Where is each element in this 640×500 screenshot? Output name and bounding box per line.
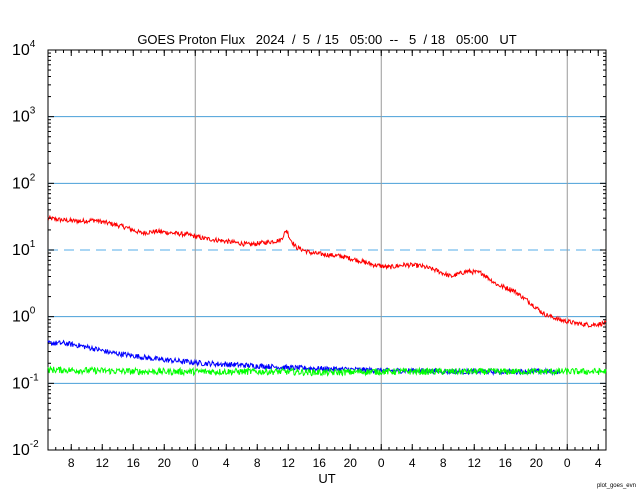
x-tick-label-10: 0 — [378, 456, 385, 470]
y-tick-base: 10 — [12, 309, 30, 326]
x-axis: 8 12 16 20 0 4 8 12 16 20 0 4 8 12 16 20 0 4 — [55, 50, 602, 470]
x-tick-label-2: 16 — [127, 456, 141, 470]
x-tick-label-17: 4 — [595, 456, 602, 470]
y-tick-exponent: 1 — [30, 239, 36, 250]
y-tick-label-5: 10-1 — [12, 372, 39, 392]
x-tick-label-9: 20 — [344, 456, 358, 470]
x-tick-label-15: 20 — [530, 456, 544, 470]
x-tick-label-7: 12 — [282, 456, 296, 470]
chart-title: GOES Proton Flux 2024 / 5 / 15 05:00 -- … — [137, 32, 516, 47]
y-tick-base: 10 — [12, 109, 30, 126]
x-tick-label-16: 0 — [564, 456, 571, 470]
x-tick-label-3: 20 — [158, 456, 172, 470]
x-tick-label-8: 16 — [313, 456, 327, 470]
y-tick-base: 10 — [12, 442, 30, 459]
y-tick-label-0: 104 — [12, 39, 36, 59]
y-tick-base: 10 — [12, 375, 30, 392]
y-tick-label-1: 103 — [12, 106, 36, 126]
y-tick-label-2: 102 — [12, 172, 36, 192]
y-tick-base: 10 — [12, 242, 30, 259]
y-tick-base: 10 — [12, 175, 30, 192]
y-tick-exponent: 2 — [30, 172, 36, 183]
x-tick-label-12: 8 — [440, 456, 447, 470]
x-axis-label: UT — [318, 471, 335, 486]
x-tick-label-0: 8 — [68, 456, 75, 470]
y-tick-label-4: 100 — [12, 306, 36, 326]
x-tick-label-11: 4 — [409, 456, 416, 470]
y-tick-label-3: 101 — [12, 239, 36, 259]
series-2-line — [47, 365, 607, 377]
y-tick-base: 10 — [12, 42, 30, 59]
y-tick-label-6: 10-2 — [12, 439, 39, 459]
y-tick-exponent: 4 — [30, 39, 36, 50]
y-tick-exponent: 0 — [30, 306, 36, 317]
x-tick-label-13: 12 — [468, 456, 482, 470]
x-tick-label-4: 0 — [192, 456, 199, 470]
x-tick-label-14: 16 — [499, 456, 513, 470]
x-tick-label-1: 12 — [96, 456, 110, 470]
y-tick-exponent: -2 — [30, 439, 39, 450]
y-tick-exponent: -1 — [30, 372, 39, 383]
y-tick-exponent: 3 — [30, 106, 36, 117]
series-0-line — [47, 214, 607, 328]
grid-layer — [48, 50, 606, 450]
footnote: plot_goes_evn — [597, 483, 636, 489]
series-layer — [47, 214, 607, 377]
x-tick-label-6: 8 — [254, 456, 261, 470]
x-tick-label-5: 4 — [223, 456, 230, 470]
